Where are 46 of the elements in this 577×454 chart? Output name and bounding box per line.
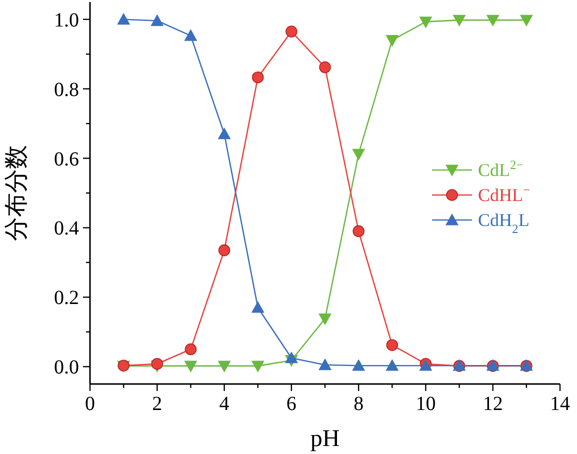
point: [218, 127, 231, 140]
x-tick-label: 4: [219, 393, 230, 415]
point: [452, 14, 466, 27]
point: [386, 35, 399, 47]
x-tick-label: 2: [152, 393, 162, 415]
point: [352, 359, 366, 371]
x-tick-label: 0: [85, 393, 95, 415]
y-tick-label: 0.0: [54, 356, 79, 379]
point: [318, 358, 332, 370]
point: [419, 16, 432, 28]
y-tick-label: 0.4: [54, 218, 79, 240]
point: [218, 244, 230, 256]
x-tick-label: 12: [482, 393, 503, 415]
y-tick-label: 1.0: [54, 9, 79, 32]
point: [218, 360, 231, 372]
point: [318, 314, 332, 326]
point: [386, 359, 399, 371]
point: [520, 14, 533, 27]
x-tick-label: 6: [286, 393, 296, 415]
point: [352, 225, 364, 238]
legend-label: CdHL$^{−}$: [478, 183, 530, 205]
point: [251, 301, 264, 313]
point: [117, 12, 130, 25]
legend-label: CdH$_{2}$L: [478, 210, 530, 236]
point: [184, 360, 198, 372]
point: [251, 360, 264, 372]
point: [386, 339, 398, 352]
y-tick-label: 0.2: [54, 287, 79, 310]
y-tick-label: 0.6: [54, 148, 79, 170]
point: [352, 148, 366, 161]
point: [184, 343, 197, 356]
x-tick-label: 14: [550, 393, 570, 415]
point: [319, 61, 331, 74]
x-tick-label: 10: [416, 393, 436, 415]
y-tick-label: 0.8: [54, 78, 79, 101]
point: [486, 14, 500, 27]
point: [184, 29, 198, 41]
point: [150, 14, 164, 26]
point: [284, 351, 298, 364]
point: [151, 358, 164, 370]
point: [252, 71, 264, 84]
y-axis-title: 分布分数: [4, 145, 30, 241]
legend-label: CdL$^{2−}$: [478, 158, 524, 180]
x-axis-title: pH: [310, 426, 340, 452]
x-tick-label: 8: [354, 393, 364, 415]
point: [286, 26, 298, 38]
